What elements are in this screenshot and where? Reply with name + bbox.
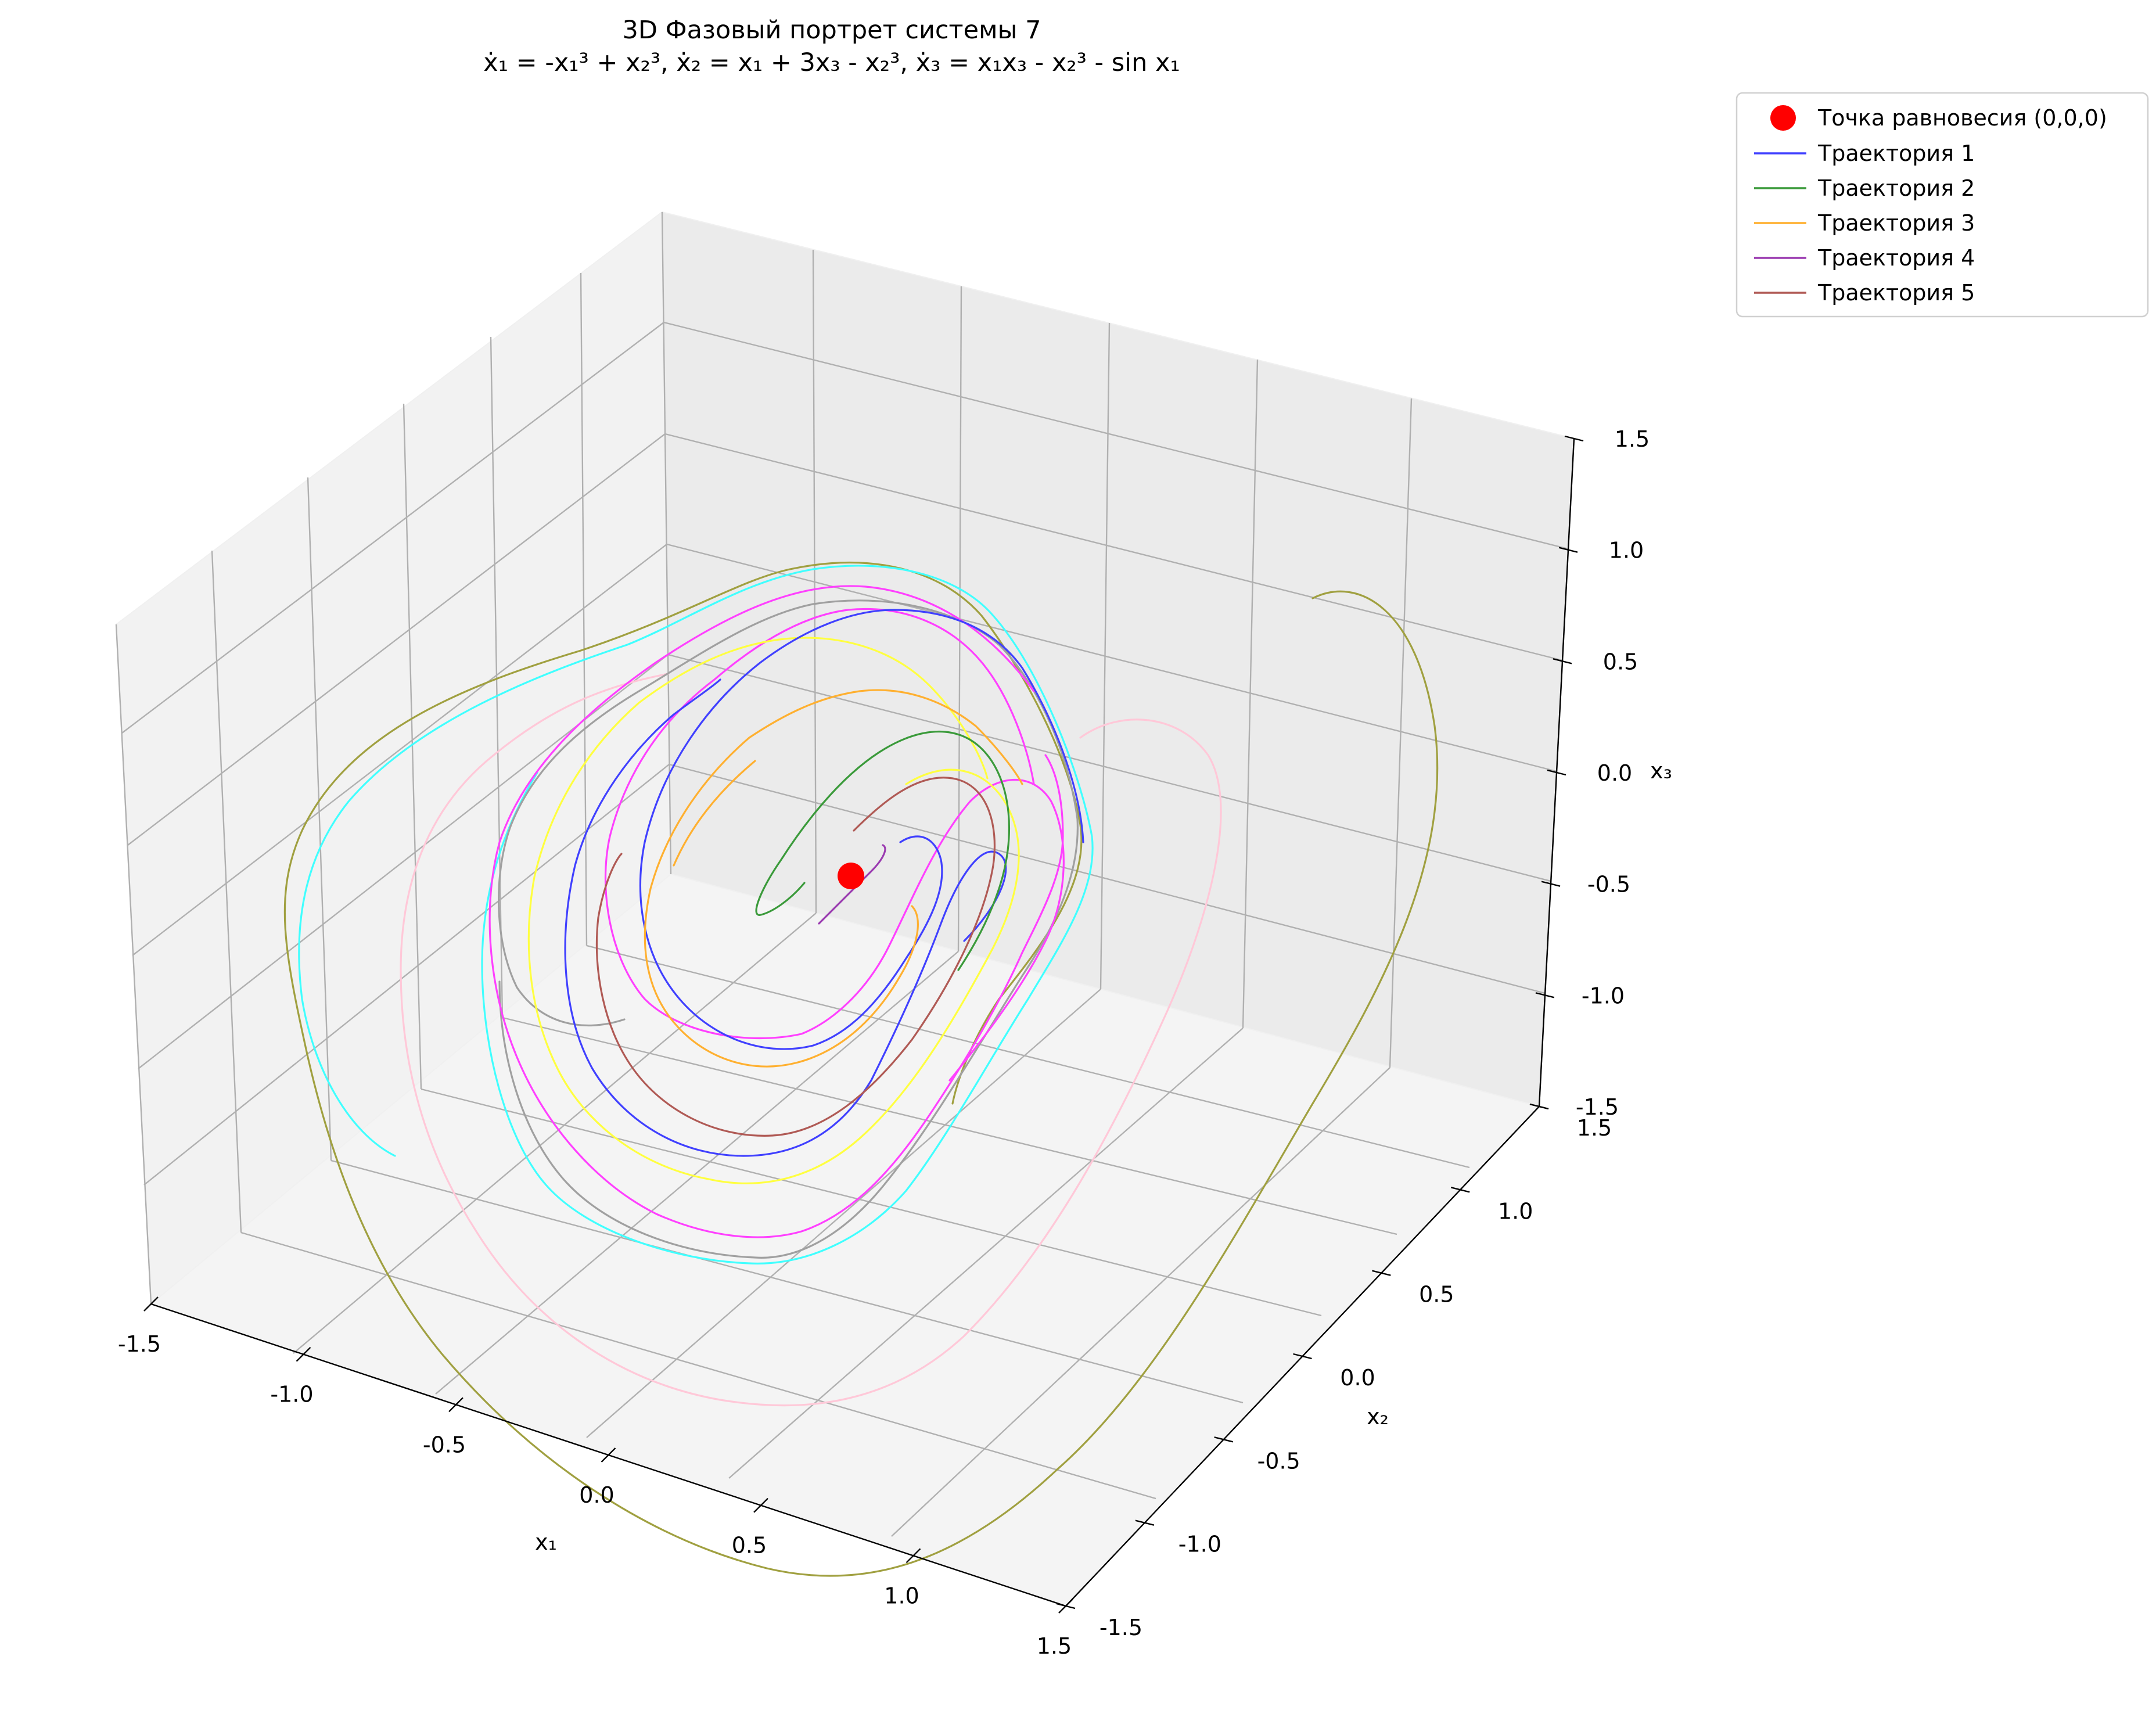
grid-line	[121, 322, 664, 734]
x1-ticks: -1.5 -1.0 -0.5 0.0 0.5 1.0 1.5	[118, 1296, 1073, 1659]
x2-tick-label: 0.0	[1340, 1365, 1375, 1391]
grid-line	[666, 543, 1557, 773]
x2-ticks: -1.5 -1.0 -0.5 0.0 0.5 1.0 1.5	[1056, 1103, 1612, 1640]
x3-tick-label: -0.5	[1587, 872, 1630, 897]
trajectory-1	[639, 609, 1084, 1050]
legend-label: Траектория 5	[1817, 280, 1975, 306]
grid-line	[132, 544, 667, 956]
x3-tick-mark	[1535, 992, 1555, 998]
x1-tick-label: 0.5	[732, 1533, 767, 1558]
x3-tick-mark	[1547, 769, 1566, 776]
equilibrium-point	[838, 863, 864, 889]
grid-line	[127, 433, 666, 846]
x3-tick-label: 0.5	[1603, 649, 1638, 674]
x2-tick-mark	[1214, 1436, 1233, 1443]
trajectory-4	[818, 844, 886, 925]
trajectory-cyan	[298, 565, 1094, 1264]
legend-label: Траектория 4	[1817, 245, 1975, 271]
trajectory-gray	[498, 599, 1079, 1259]
legend: Точка равновесия (0,0,0) Траектория 1 Тра…	[1735, 92, 2149, 318]
x2-tick-mark	[1293, 1353, 1312, 1360]
x3-ticks: -1.5 -1.0 -0.5 0.0 0.5 1.0 1.5	[1529, 426, 1650, 1120]
grid-line	[421, 1088, 1322, 1317]
grid-line	[1389, 398, 1413, 1068]
x3-axis-label: x₃	[1650, 758, 1672, 784]
grid-line	[143, 764, 670, 1185]
trajectory-2	[755, 730, 1011, 971]
grid-line	[293, 913, 817, 1354]
trajectory-3	[644, 689, 1023, 1068]
x1-axis-label: x₁	[535, 1529, 557, 1555]
x2-tick-mark	[1450, 1187, 1470, 1193]
legend-marker-equilibrium	[1770, 105, 1796, 131]
legend-label: Траектория 2	[1817, 175, 1975, 201]
x1-tick-label: -0.5	[423, 1432, 466, 1457]
grid-line	[211, 550, 242, 1233]
x3-tick-mark	[1558, 547, 1578, 553]
trajectory-5	[595, 777, 996, 1137]
trajectory-magenta-outer	[488, 585, 1064, 1238]
legend-frame	[1735, 92, 2149, 318]
trajectories	[283, 561, 1439, 1577]
x1-tick-mark	[143, 1296, 159, 1312]
x1-tick-label: 0.0	[579, 1482, 614, 1508]
legend-label: Траектория 3	[1817, 210, 1975, 236]
x2-axis-label: x₂	[1367, 1404, 1389, 1429]
x2-tick-label: -1.5	[1099, 1615, 1142, 1640]
x1-tick-mark	[296, 1346, 311, 1362]
grid-line	[490, 336, 504, 1018]
x2-tick-label: -0.5	[1257, 1448, 1300, 1474]
x3-tick-mark	[1529, 1103, 1549, 1110]
x1-tick-label: -1.5	[118, 1331, 161, 1357]
trajectory-pink	[400, 673, 1222, 1407]
grid-line	[586, 989, 1101, 1438]
grid-line	[667, 653, 1551, 882]
x2-tick-mark	[1135, 1519, 1155, 1526]
x1-tick-label: 1.5	[1037, 1633, 1072, 1659]
x3-tick-mark	[1564, 435, 1584, 442]
x1-tick-mark	[601, 1447, 616, 1463]
x2-tick-label: 1.0	[1498, 1198, 1533, 1224]
trajectory-3-inner	[673, 760, 756, 867]
grid-line	[435, 951, 959, 1395]
axes-panes	[115, 211, 1575, 1607]
x2-tick-mark	[1372, 1270, 1391, 1276]
x2-tick-label: -1.0	[1178, 1532, 1221, 1557]
x1-tick-mark	[905, 1548, 921, 1564]
legend-label-equilibrium: Точка равновесия (0,0,0)	[1817, 105, 2107, 131]
grid-line	[663, 321, 1569, 550]
x2-tick-label: 1.5	[1577, 1115, 1612, 1141]
x1-tick-mark	[448, 1397, 463, 1413]
x1-tick-label: 1.0	[884, 1583, 919, 1608]
trajectory-magenta	[604, 608, 1065, 1082]
x3-tick-label: -1.0	[1582, 983, 1625, 1008]
legend-label: Траектория 1	[1817, 141, 1975, 166]
grid-line	[330, 1159, 1244, 1404]
grid-line	[891, 1067, 1390, 1537]
x3-tick-label: 1.0	[1609, 538, 1644, 563]
x3-tick-mark	[1541, 881, 1561, 887]
x3-tick-mark	[1553, 658, 1572, 664]
x3-tick-label: -1.5	[1576, 1094, 1619, 1120]
grid-line	[115, 624, 152, 1305]
chart-title: 3D Фазовый портрет системы 7	[623, 16, 1041, 45]
grid-line	[240, 1231, 1156, 1500]
chart-subtitle: ẋ₁ = -x₁³ + x₂³, ẋ₂ = x₁ + 3x₃ - x₂³, ẋ₃…	[483, 48, 1180, 77]
trajectory-1-outer	[564, 678, 1007, 1157]
x2-tick-mark	[1056, 1603, 1076, 1610]
x3-tick-label: 0.0	[1597, 760, 1632, 786]
grid-line	[664, 433, 1563, 662]
x3-tick-label: 1.5	[1615, 426, 1650, 452]
x1-tick-label: -1.0	[270, 1382, 313, 1407]
x1-tick-mark	[753, 1497, 768, 1513]
grid-line	[669, 763, 1546, 994]
x2-tick-label: 0.5	[1419, 1282, 1454, 1307]
grid-line	[307, 477, 332, 1161]
